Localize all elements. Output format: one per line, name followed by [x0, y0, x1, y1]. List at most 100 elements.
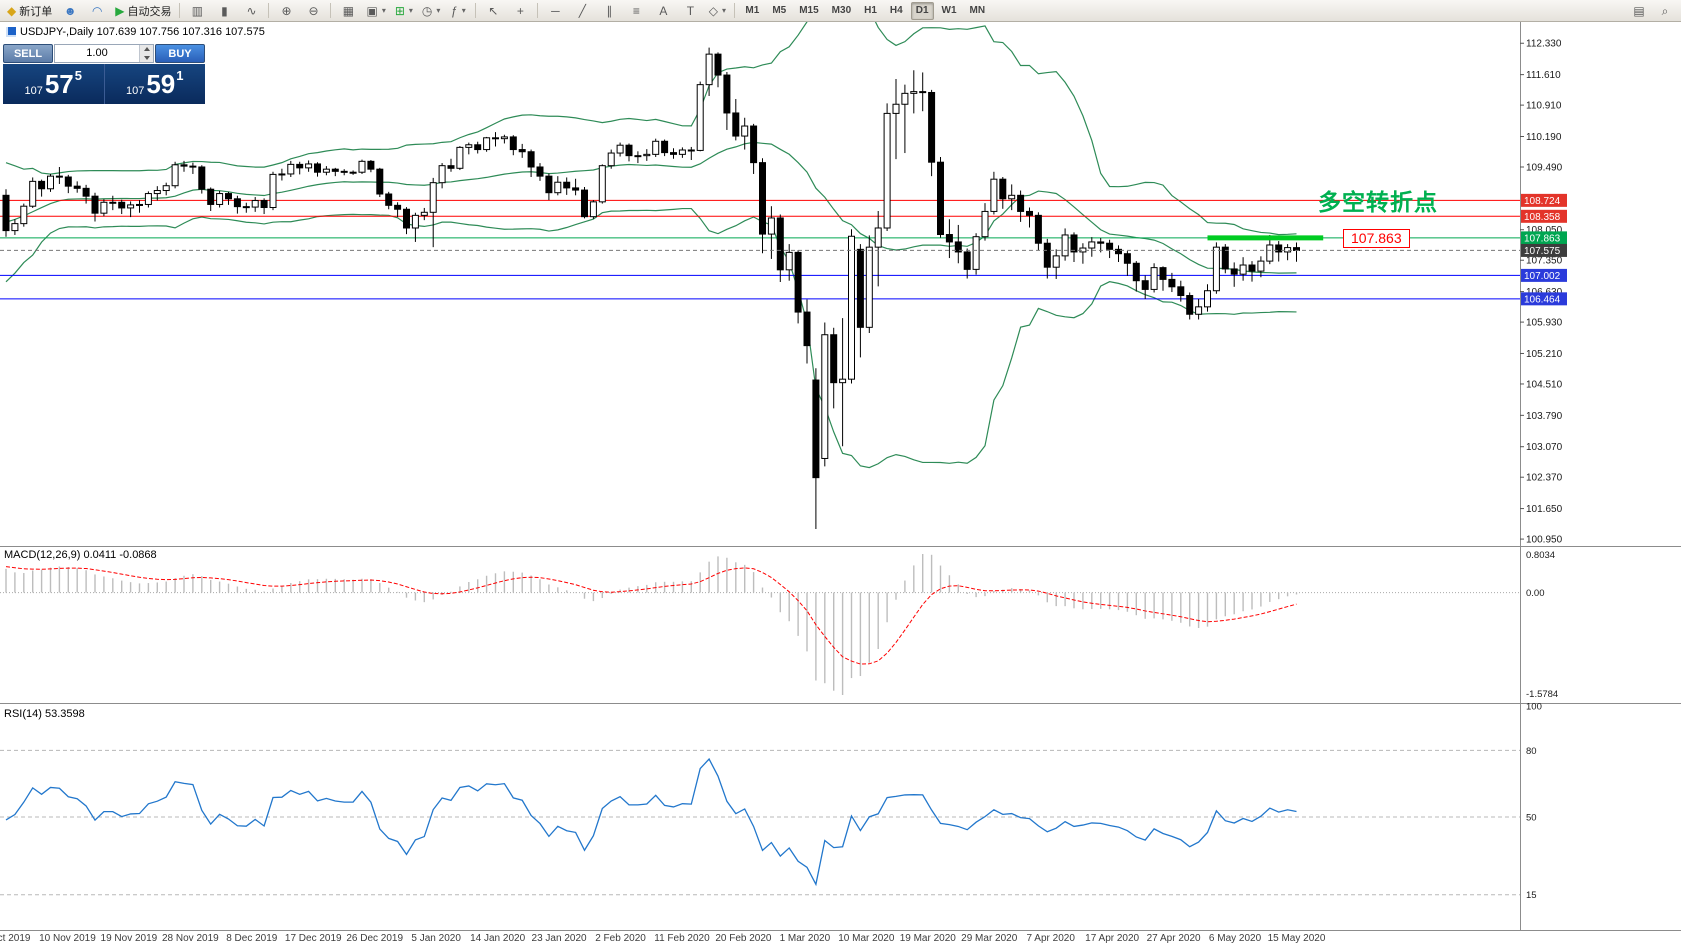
svg-text:50: 50: [1526, 813, 1537, 824]
svg-text:105.210: 105.210: [1526, 349, 1563, 360]
svg-text:8 Dec 2019: 8 Dec 2019: [226, 933, 278, 944]
ohlc-info-text: USDJPY-,Daily 107.639 107.756 107.316 10…: [20, 26, 265, 38]
time-axis[interactable]: 1 Oct 2019 10 Nov 2019 19 Nov 2019 28 Nov 2…: [0, 933, 1326, 944]
timeframe-m1-button[interactable]: M1: [745, 4, 760, 16]
svg-text:17 Apr 2020: 17 Apr 2020: [1085, 933, 1139, 944]
zoom-out-icon: ⊖: [308, 3, 319, 18]
svg-text:10 Mar 2020: 10 Mar 2020: [838, 933, 895, 944]
label-button[interactable]: T: [677, 1, 703, 21]
support-icon: ◠: [91, 3, 103, 18]
svg-text:105.930: 105.930: [1526, 318, 1563, 329]
community-button[interactable]: ☻: [57, 1, 83, 21]
svg-text:19 Mar 2020: 19 Mar 2020: [900, 933, 957, 944]
timeframe-h4-button[interactable]: H4: [889, 4, 903, 16]
svg-text:6 May 2020: 6 May 2020: [1209, 933, 1262, 944]
candlestick-chart-button[interactable]: ▮: [211, 1, 237, 21]
chart-background: [0, 22, 1681, 946]
timeframe-m5-button[interactable]: M5: [772, 4, 787, 16]
svg-text:110.190: 110.190: [1526, 132, 1562, 143]
timeframe-h1-button[interactable]: H1: [864, 4, 877, 16]
svg-text:1 Mar 2020: 1 Mar 2020: [780, 933, 831, 944]
toolbar-separator: [268, 3, 270, 18]
bid-big-digits: 57: [44, 69, 74, 99]
community-icon: ☻: [63, 3, 77, 18]
toolbar-separator: [179, 3, 181, 18]
tile-windows-button[interactable]: ▦: [335, 1, 361, 21]
chevron-down-icon: ▾: [408, 6, 413, 15]
timeframe-d1-button[interactable]: D1: [910, 1, 934, 20]
arrow-down-icon: [143, 55, 150, 60]
toolbar-right-group: ▤ ⌕: [1626, 1, 1678, 21]
shapes-button[interactable]: ◇ ▾: [704, 1, 730, 21]
svg-text:15 May 2020: 15 May 2020: [1268, 933, 1326, 944]
tile-windows-icon: ▦: [342, 3, 355, 18]
toolbar: ◆ 新订单 ☻ ◠ ▶ 自动交易 ▥ ▮ ∿ ⊕ ⊖ ▦ ▣ ▾ ⊞ ▾ ◷ ▾ ƒ ▾ ↖ + ─ ╱ ∥ ≡ A T ◇ ▾ M1 M5 M…: [0, 0, 1681, 22]
buy-header-button[interactable]: BUY: [155, 44, 205, 63]
volume-up-button[interactable]: [140, 45, 153, 54]
support-button[interactable]: ◠: [84, 1, 110, 21]
timeframe-w1-button[interactable]: W1: [941, 4, 957, 16]
zoom-out-button[interactable]: ⊖: [300, 1, 326, 21]
trendline-button[interactable]: ╱: [569, 1, 595, 21]
timeframe-mn-button[interactable]: MN: [969, 4, 986, 16]
zoom-in-button[interactable]: ⊕: [273, 1, 299, 21]
horizontal-line-button[interactable]: ─: [542, 1, 568, 21]
toolbar-separator: [537, 3, 539, 18]
svg-text:2 Feb 2020: 2 Feb 2020: [595, 933, 646, 944]
auto-trading-button[interactable]: ▶ 自动交易: [111, 1, 175, 21]
toolbar-separator: [330, 3, 332, 18]
svg-text:23 Jan 2020: 23 Jan 2020: [532, 933, 587, 944]
indicators-button[interactable]: ƒ ▾: [445, 1, 471, 21]
new-order-button[interactable]: ◆ 新订单: [3, 1, 56, 21]
rsi-line: [5, 757, 1297, 887]
text-button[interactable]: A: [650, 1, 676, 21]
fibonacci-button[interactable]: ≡: [623, 1, 649, 21]
macd-axis: 0.8034 0.00 -1.5784: [1526, 550, 1558, 700]
volume-value[interactable]: 1.00: [86, 47, 108, 59]
macd-histogram: [5, 554, 1298, 695]
svg-text:103.790: 103.790: [1526, 411, 1563, 422]
pane-separators: [0, 22, 1681, 931]
svg-text:100.950: 100.950: [1526, 535, 1563, 546]
ask-big-digits: 59: [146, 69, 176, 99]
timeframe-m15-button[interactable]: M15: [799, 4, 819, 16]
sell-price-button[interactable]: 107 57 5: [3, 64, 105, 104]
svg-text:110.910: 110.910: [1526, 101, 1562, 112]
period-button[interactable]: ◷ ▾: [418, 1, 445, 21]
volume-field[interactable]: 1.00: [54, 44, 154, 63]
price-callout-label[interactable]: 107.863: [1343, 229, 1410, 248]
buy-price-button[interactable]: 107 59 1: [105, 64, 206, 104]
turning-point-annotation[interactable]: 多空转折点: [1318, 189, 1438, 215]
layout-button[interactable]: ▤: [1626, 1, 1652, 21]
svg-text:19 Nov 2019: 19 Nov 2019: [101, 933, 158, 944]
svg-text:103.070: 103.070: [1526, 442, 1563, 453]
svg-text:17 Dec 2019: 17 Dec 2019: [285, 933, 342, 944]
svg-text:14 Jan 2020: 14 Jan 2020: [470, 933, 525, 944]
new-chart-button[interactable]: ⊞ ▾: [391, 1, 417, 21]
svg-text:20 Feb 2020: 20 Feb 2020: [715, 933, 772, 944]
line-chart-icon: ∿: [246, 3, 257, 18]
arrange-windows-icon: ▣: [366, 3, 378, 18]
line-chart-button[interactable]: ∿: [238, 1, 264, 21]
crosshair-button[interactable]: +: [507, 1, 533, 21]
timeframe-m30-button[interactable]: M30: [831, 4, 852, 16]
layout-icon: ▤: [1633, 3, 1645, 18]
new-chart-icon: ⊞: [394, 3, 405, 18]
equidistant-channel-button[interactable]: ∥: [596, 1, 622, 21]
search-button[interactable]: ⌕: [1652, 1, 1678, 21]
cursor-icon: ↖: [488, 3, 499, 18]
volume-down-button[interactable]: [140, 53, 153, 62]
equidistant-channel-icon: ∥: [606, 3, 613, 18]
toolbar-separator: [475, 3, 477, 18]
sell-header-button[interactable]: SELL: [3, 44, 53, 63]
candlestick-chart-icon: ▮: [221, 3, 228, 18]
ask-prefix: 107: [125, 85, 145, 97]
arrange-windows-button[interactable]: ▣ ▾: [362, 1, 389, 21]
svg-text:29 Mar 2020: 29 Mar 2020: [961, 933, 1018, 944]
svg-text:109.490: 109.490: [1526, 162, 1563, 173]
svg-text:28 Nov 2019: 28 Nov 2019: [162, 933, 219, 944]
bar-chart-button[interactable]: ▥: [184, 1, 210, 21]
svg-text:108.358: 108.358: [1524, 212, 1561, 223]
cursor-button[interactable]: ↖: [480, 1, 506, 21]
